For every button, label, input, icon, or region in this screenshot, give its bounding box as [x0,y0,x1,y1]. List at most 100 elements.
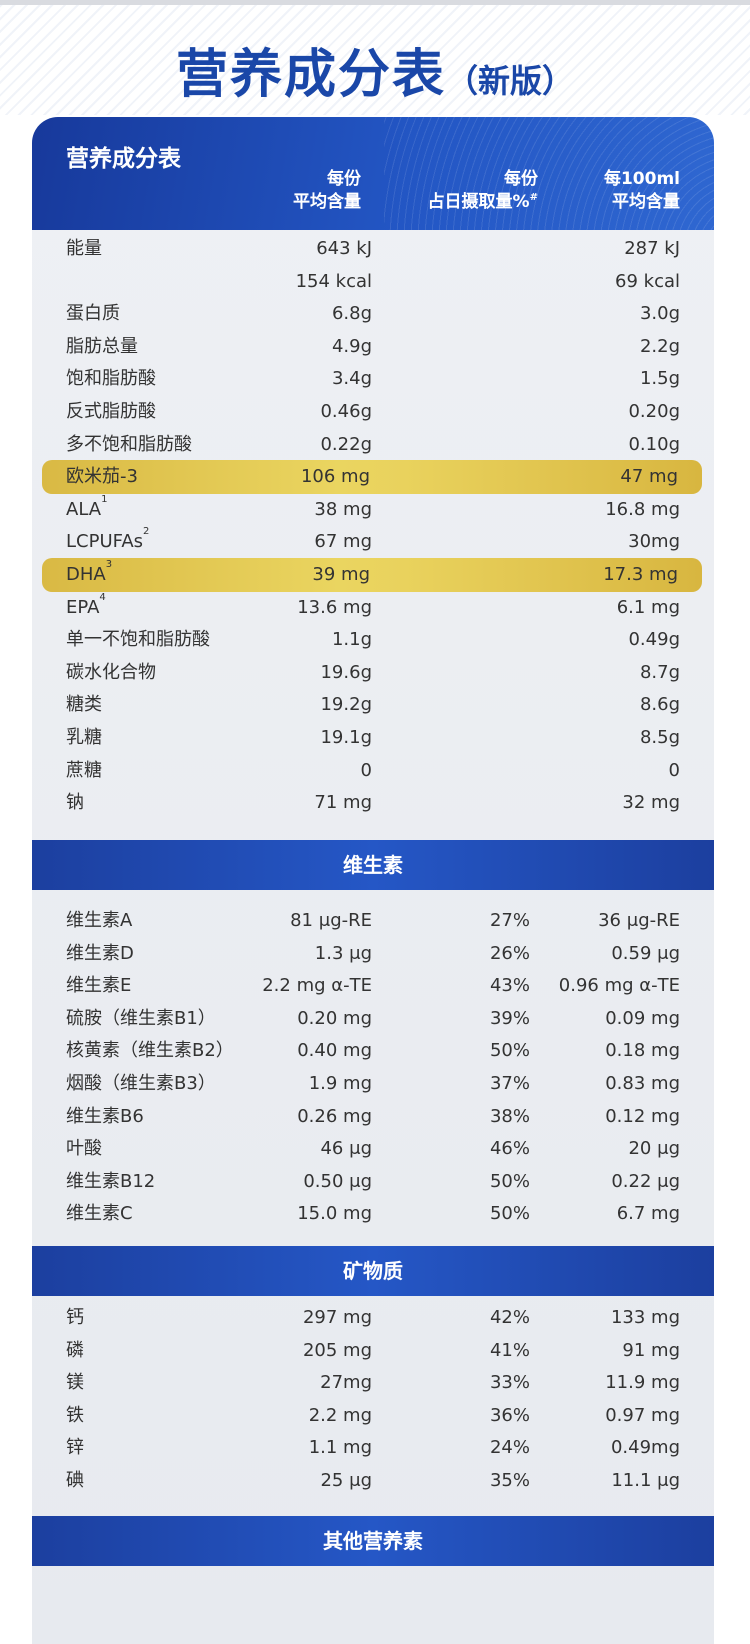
nutrient-name-text: 维生素B12 [66,1170,156,1192]
nutrient-name-text: 碳水化合物 [66,661,156,683]
nutrient-name: 多不饱和脂肪酸 [66,428,192,462]
column-header-per-serving: 每份 平均含量 [293,168,361,214]
column-header-daily-percent-line2: 占日摄取量% [427,192,530,212]
nutrient-name: 欧米茄-3 [66,460,138,494]
value-per-serving: 46 μg [320,1138,372,1160]
table-row: ALA1 38 mg 16.8 mg [32,493,714,527]
nutrient-name-text: DHA [66,564,106,585]
value-per-serving: 0.26 mg [297,1105,372,1127]
nutrient-name-text: 叶酸 [66,1138,102,1160]
nutrient-name-text: 硫胺（维生素B1） [66,1007,216,1029]
table-row: 维生素D 1.3 μg 26% 0.59 μg [32,937,714,971]
value-per-100ml: 8.5g [639,727,680,748]
value-per-serving: 0.20 mg [297,1007,372,1029]
nutrient-name-text: 脂肪总量 [66,335,138,357]
nutrient-name: 反式脂肪酸 [66,395,156,429]
nutrient-name: 脂肪总量 [66,330,138,364]
value-daily-percent: 27% [489,910,530,931]
highlight-band [42,460,702,495]
highlight-band [42,558,702,592]
nutrient-name-text: 磷 [66,1339,84,1361]
nutrient-name: EPA4 [66,591,106,625]
value-per-serving: 205 mg [302,1339,372,1361]
value-per-100ml: 16.8 mg [605,498,680,520]
value-daily-percent: 41% [489,1339,530,1361]
nutrient-name: 糖类 [66,688,102,722]
value-per-100ml: 11.1 μg [611,1470,680,1491]
table-row: DHA3 39 mg 17.3 mg [42,558,702,592]
table-row: 钠 71 mg 32 mg [32,786,714,820]
nutrient-name: 硫胺（维生素B1） [66,1002,216,1036]
value-per-serving: 3.4g [331,368,372,390]
table-row: 反式脂肪酸 0.46g 0.20g [32,395,714,429]
table-row: 核黄素（维生素B2） 0.40 mg 50% 0.18 mg [32,1034,714,1068]
value-per-serving: 38 mg [314,498,372,520]
nutrient-name-text: 欧米茄-3 [66,466,138,488]
value-per-serving: 19.6g [320,661,372,683]
table-row: 蔗糖 0 0 [32,754,714,788]
value-daily-percent: 50% [489,1040,530,1062]
value-daily-percent: 42% [489,1307,530,1328]
value-per-serving: 6.8g [331,303,372,325]
nutrient-name: 乳糖 [66,721,102,755]
value-per-100ml: 20 μg [628,1138,680,1160]
background-pattern [0,5,750,115]
value-per-serving: 27mg [320,1372,372,1394]
value-per-serving: 81 μg-RE [290,910,372,931]
nutrient-name-text: 糖类 [66,694,102,716]
footnote-mark: 3 [105,559,113,570]
column-header-per-100ml: 每100ml 平均含量 [604,168,680,214]
table-row: 维生素C 15.0 mg 50% 6.7 mg [32,1197,714,1231]
column-header-daily-percent: 每份 占日摄取量%# [428,168,538,214]
nutrient-name-text: 核黄素（维生素B2） [66,1040,234,1062]
table-row: 磷 205 mg 41% 91 mg [32,1334,714,1368]
table-row: 镁 27mg 33% 11.9 mg [32,1366,714,1400]
value-daily-percent: 43% [489,975,530,997]
value-per-100ml: 0.20g [628,401,680,422]
table-row: 糖类 19.2g 8.6g [32,688,714,722]
value-per-100ml: 30mg [628,531,680,553]
nutrient-name: 单一不饱和脂肪酸 [66,623,210,657]
table-row: 硫胺（维生素B1） 0.20 mg 39% 0.09 mg [32,1002,714,1036]
nutrient-name-text: 能量 [66,238,102,259]
nutrient-name: 维生素A [66,904,132,938]
value-per-serving: 0 [360,759,372,781]
nutrition-table-card: 营养成分表 每份 平均含量 每份 占日摄取量%# 每100ml 平均含量 能量 6… [32,117,714,1644]
nutrient-name-text: 蔗糖 [66,759,102,781]
table-row: LCPUFAs2 67 mg 30mg [32,525,714,559]
value-per-serving: 106 mg [300,466,370,488]
value-per-100ml: 0.97 mg [605,1404,680,1426]
value-per-100ml: 8.7g [639,661,680,683]
section-header-vitamins: 维生素 [32,840,714,890]
column-header-per-100ml-line1: 每100ml [603,169,680,189]
table-row: 维生素A 81 μg-RE 27% 36 μg-RE [32,904,714,938]
value-per-100ml: 0.18 mg [605,1040,680,1062]
nutrient-name: 烟酸（维生素B3） [66,1067,216,1101]
nutrient-name-text: 维生素E [66,975,132,997]
nutrient-name: 碳水化合物 [66,656,156,690]
value-per-100ml: 1.5g [639,368,680,390]
nutrient-name: 维生素B6 [66,1100,144,1134]
nutrient-name-text: 反式脂肪酸 [66,401,156,422]
nutrient-name: 饱和脂肪酸 [66,362,156,396]
table-row: 蛋白质 6.8g 3.0g [32,297,714,331]
nutrient-name-text: 钠 [66,792,84,814]
value-daily-percent: 50% [489,1203,530,1225]
table-row: 铁 2.2 mg 36% 0.97 mg [32,1399,714,1433]
value-per-100ml: 91 mg [622,1339,680,1361]
value-per-100ml: 32 mg [622,792,680,814]
value-per-serving: 2.2 mg [308,1404,372,1426]
nutrient-name-text: 碘 [66,1470,84,1491]
value-per-100ml: 0.96 mg α-TE [558,975,680,997]
footnote-mark: 1 [101,493,108,505]
nutrient-name-text: 维生素B6 [66,1105,144,1127]
table-row: 维生素E 2.2 mg α-TE 43% 0.96 mg α-TE [32,969,714,1003]
value-daily-percent: 39% [489,1007,530,1029]
nutrient-name: ALA1 [66,493,107,527]
value-daily-percent: 46% [489,1138,530,1160]
table-row: 饱和脂肪酸 3.4g 1.5g [32,362,714,396]
value-per-100ml: 133 mg [610,1307,680,1328]
value-per-100ml: 0.12 mg [605,1105,680,1127]
value-per-100ml: 0 [668,759,680,781]
table-row: 维生素B12 0.50 μg 50% 0.22 μg [32,1165,714,1199]
